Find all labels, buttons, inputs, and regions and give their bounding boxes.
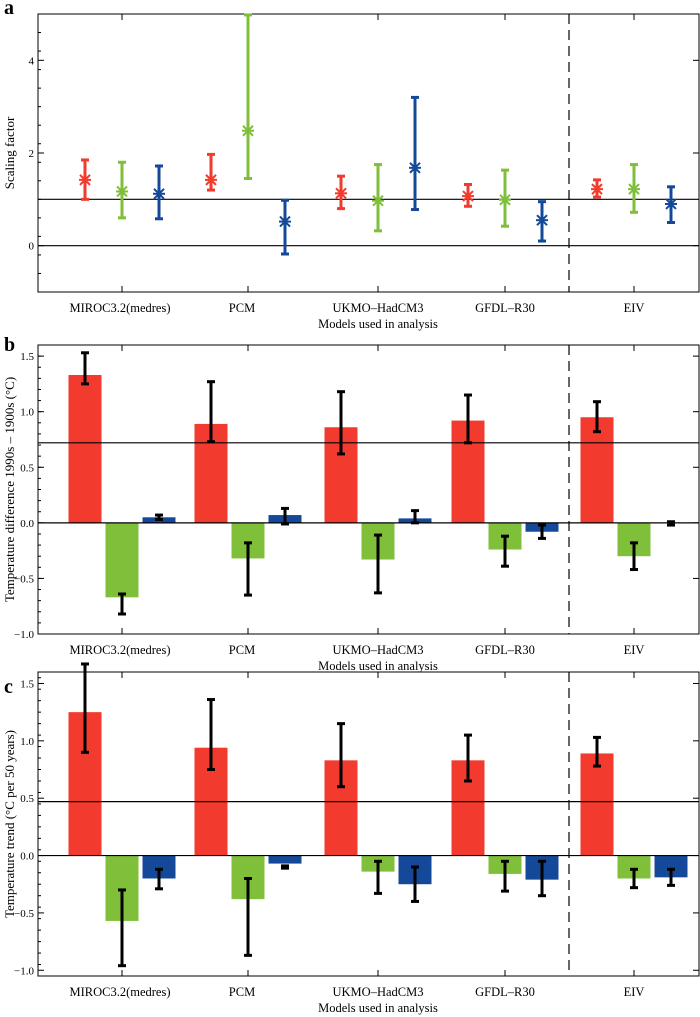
category-label: EIV bbox=[624, 301, 645, 315]
bar-red bbox=[580, 417, 614, 523]
y-tick-label: 0.5 bbox=[20, 793, 34, 805]
plot-frame bbox=[37, 671, 700, 977]
y-tick-label: −0.5 bbox=[14, 573, 34, 585]
y-tick-label: 2 bbox=[29, 148, 35, 160]
category-label: UKMO–HadCM3 bbox=[333, 301, 424, 315]
y-axis-title: Scaling factor bbox=[2, 116, 17, 189]
category-label: GFDL–R30 bbox=[475, 301, 535, 315]
y-tick-label: 0.0 bbox=[20, 518, 34, 530]
y-tick-label: −1.0 bbox=[14, 965, 34, 977]
panel-letter-c: c bbox=[4, 676, 13, 698]
y-tick-label: 1.5 bbox=[20, 678, 34, 690]
category-label: PCM bbox=[229, 985, 255, 999]
bar-blue bbox=[142, 855, 176, 879]
bar-green bbox=[105, 522, 139, 598]
x-axis-title: Models used in analysis bbox=[318, 317, 438, 331]
y-axis-title: Temperature difference 1990s – 1900s (°C… bbox=[2, 377, 17, 602]
category-label: EIV bbox=[624, 985, 645, 999]
y-tick-label: 1.0 bbox=[20, 736, 34, 748]
y-tick-label: −1.0 bbox=[14, 629, 34, 641]
y-tick-label: 0 bbox=[29, 241, 35, 253]
y-tick-label: 4 bbox=[29, 55, 35, 67]
category-label: EIV bbox=[624, 643, 645, 657]
bar-blue bbox=[654, 855, 688, 878]
bar-red bbox=[580, 753, 614, 856]
category-label: GFDL–R30 bbox=[475, 985, 535, 999]
x-axis-title: Models used in analysis bbox=[318, 1001, 438, 1015]
category-label: PCM bbox=[229, 643, 255, 657]
category-label: UKMO–HadCM3 bbox=[333, 643, 424, 657]
y-tick-label: 1.0 bbox=[20, 407, 34, 419]
category-label: PCM bbox=[229, 301, 255, 315]
plot-frame bbox=[37, 13, 700, 293]
panel-a: a 0 2 4 Scaling factor MIROC3.2(medres) PCM UKM… bbox=[2, 0, 700, 331]
panel-letter-b: b bbox=[4, 334, 15, 356]
category-label: UKMO–HadCM3 bbox=[333, 985, 424, 999]
bar-red bbox=[68, 375, 102, 523]
panel-c: c −1.0 −0.5 0.0 0.5 1.0 1.5 Temperature trend (… bbox=[2, 662, 700, 1015]
y-tick-label: −0.5 bbox=[14, 908, 34, 920]
y-tick-label: 0.0 bbox=[20, 851, 34, 863]
y-tick-label: 0.5 bbox=[20, 462, 34, 474]
y-tick-label: 1.5 bbox=[20, 351, 34, 363]
category-label: MIROC3.2(medres) bbox=[69, 301, 170, 315]
y-axis-title: Temperature trend (°C per 50 years) bbox=[2, 730, 17, 918]
category-label: GFDL–R30 bbox=[475, 643, 535, 657]
panel-letter-a: a bbox=[4, 0, 14, 19]
category-label: MIROC3.2(medres) bbox=[69, 643, 170, 657]
panel-b: b −1.0 −0.5 0.0 0.5 1.0 1.5 Temperature differe… bbox=[2, 334, 700, 673]
category-label: MIROC3.2(medres) bbox=[69, 985, 170, 999]
bar-green bbox=[617, 855, 651, 879]
x-axis-title: Models used in analysis bbox=[318, 659, 438, 673]
bar-blue bbox=[268, 855, 302, 864]
